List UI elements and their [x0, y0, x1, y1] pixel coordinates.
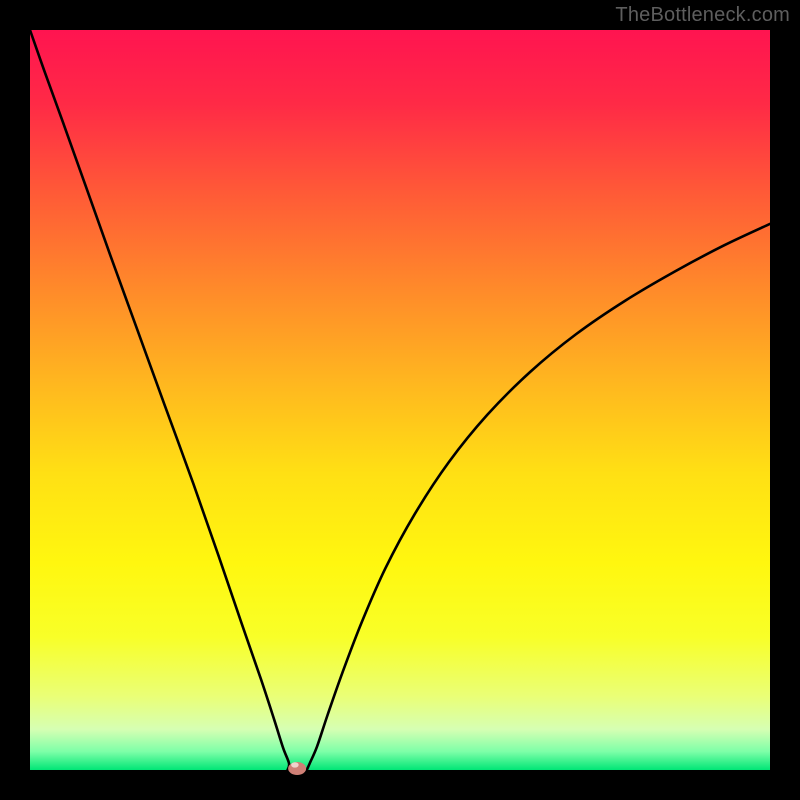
- chart-root: TheBottleneck.com: [0, 0, 800, 800]
- optimum-marker: [288, 762, 306, 775]
- source-watermark: TheBottleneck.com: [615, 4, 790, 27]
- bottleneck-curve-chart: [0, 0, 800, 800]
- gradient-background: [30, 30, 770, 770]
